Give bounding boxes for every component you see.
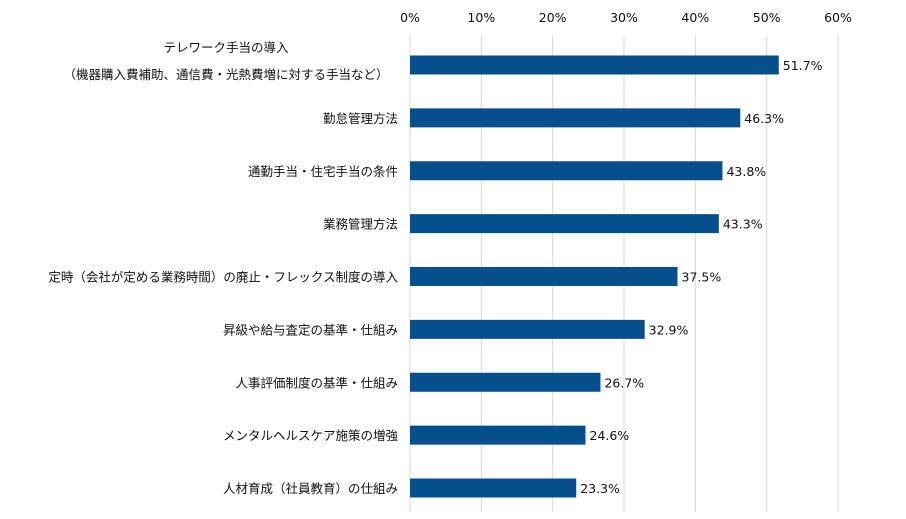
- data-label: 24.6%: [589, 428, 629, 443]
- category-label: 通勤手当・住宅手当の条件: [248, 164, 398, 179]
- data-label: 43.3%: [723, 217, 763, 232]
- data-label: 32.9%: [649, 322, 689, 337]
- x-tick-label: 40%: [681, 10, 709, 25]
- x-tick-label: 50%: [753, 10, 781, 25]
- bar: [410, 108, 741, 128]
- bars: [410, 55, 779, 498]
- category-label: 定時（会社が定める業務時間）の廃止・フレックス制度の導入: [48, 270, 398, 285]
- x-tick-label: 20%: [539, 10, 567, 25]
- x-axis-ticks: 0% 10% 20% 30% 40% 50% 60%: [400, 10, 852, 25]
- bar: [410, 319, 645, 339]
- data-label: 46.3%: [744, 111, 784, 126]
- bar: [410, 267, 678, 286]
- data-label: 37.5%: [682, 270, 722, 285]
- bar: [410, 372, 601, 392]
- category-label: 業務管理方法: [323, 217, 398, 232]
- category-label: テレワーク手当の導入: [163, 40, 289, 55]
- x-tick-label: 60%: [824, 10, 852, 25]
- category-label: 勤怠管理方法: [323, 111, 398, 126]
- category-label-line2: （機器購入費補助、通信費・光熱費増に対する手当など）: [63, 67, 388, 82]
- category-label: 人材育成（社員教育）の仕組み: [223, 481, 398, 496]
- bar: [410, 478, 577, 498]
- category-label: 人事評価制度の基準・仕組み: [235, 375, 398, 390]
- data-label: 23.3%: [580, 481, 620, 496]
- bar: [410, 161, 723, 181]
- bar: [410, 425, 586, 445]
- category-labels: テレワーク手当の導入 （機器購入費補助、通信費・光熱費増に対する手当など） 勤怠管理…: [48, 40, 398, 496]
- category-label: メンタルヘルスケア施策の増強: [223, 428, 399, 443]
- value-labels: 51.7% 46.3% 43.8% 43.3% 37.5% 32.9% 26.7% 24.6%…: [580, 58, 822, 496]
- x-tick-label: 10%: [467, 10, 495, 25]
- bar: [410, 214, 719, 234]
- x-tick-label: 30%: [610, 10, 638, 25]
- data-label: 26.7%: [604, 375, 644, 390]
- category-label: 昇級や給与査定の基準・仕組み: [223, 322, 398, 337]
- data-label: 51.7%: [783, 58, 823, 73]
- x-tick-label: 0%: [400, 10, 420, 25]
- bar: [410, 55, 779, 75]
- data-label: 43.8%: [726, 164, 766, 179]
